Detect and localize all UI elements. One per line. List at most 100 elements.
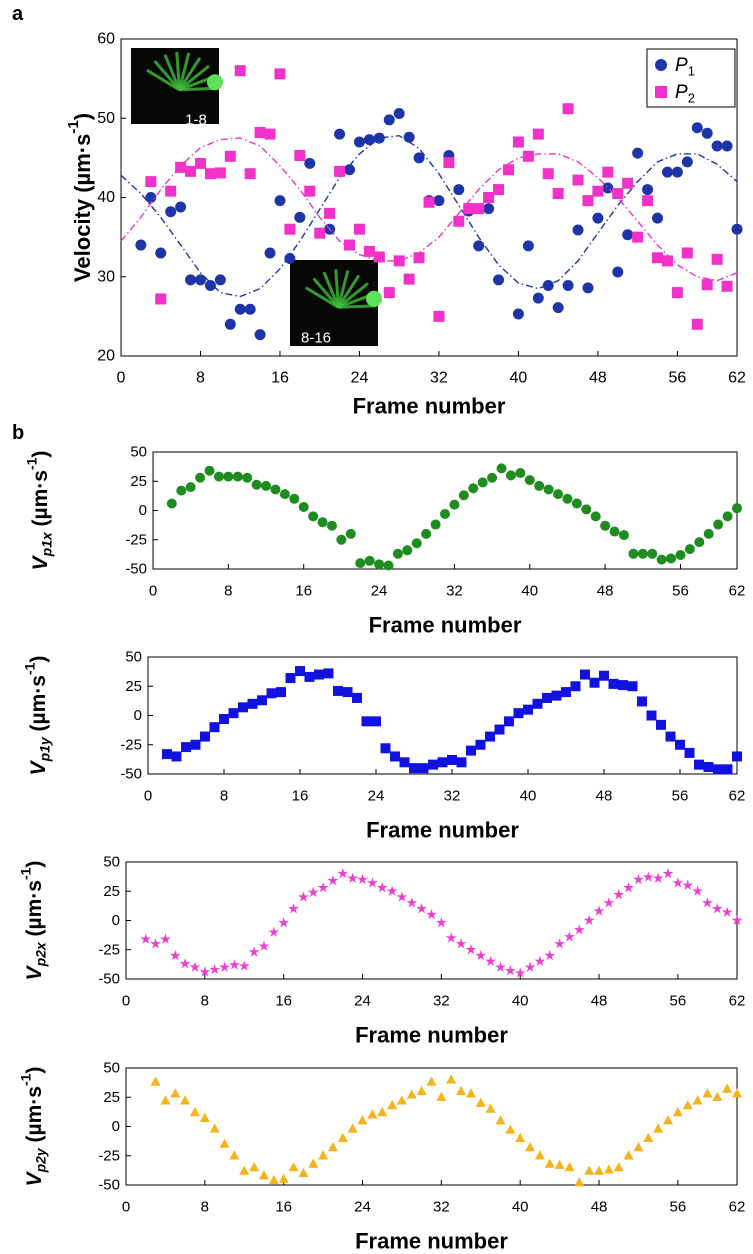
axes-frame — [125, 861, 738, 980]
point — [672, 1106, 683, 1117]
point — [244, 168, 256, 180]
point — [355, 558, 366, 569]
point — [308, 511, 319, 522]
point — [609, 526, 620, 537]
point — [288, 903, 299, 914]
point — [543, 484, 554, 495]
x-tick-label: 32 — [446, 583, 463, 600]
point — [684, 747, 695, 758]
label-part: p2x — [32, 941, 48, 967]
x-tick-label: 0 — [122, 993, 130, 1010]
point — [347, 1123, 358, 1133]
point — [336, 534, 347, 545]
label-part: V — [23, 1170, 46, 1186]
point — [562, 279, 574, 291]
point — [681, 247, 693, 259]
point — [357, 1115, 368, 1125]
y-tick-label: -25 — [120, 736, 142, 753]
point — [732, 503, 742, 514]
point — [242, 472, 253, 483]
point — [721, 906, 733, 917]
legend-label: P2 — [675, 82, 695, 106]
label-part: (µm·s — [29, 470, 52, 532]
point — [456, 1085, 467, 1096]
point — [574, 1177, 585, 1187]
point — [295, 666, 305, 677]
point — [542, 168, 554, 180]
point — [505, 470, 516, 481]
y-axis-title: Velocity (µm·s-1) — [65, 113, 95, 282]
inset-detail — [337, 282, 369, 309]
x-tick-label: 62 — [729, 993, 746, 1010]
point — [223, 471, 234, 482]
point — [298, 501, 309, 512]
point — [169, 949, 181, 961]
point — [647, 548, 658, 559]
point — [317, 881, 329, 893]
fit-curve — [120, 137, 738, 282]
label-part: ) — [29, 451, 52, 458]
point — [181, 742, 191, 753]
y-tick-label: 60 — [97, 31, 115, 48]
point — [436, 1091, 447, 1101]
point — [160, 1095, 171, 1105]
point — [662, 867, 674, 879]
y-tick-label: 25 — [125, 678, 142, 695]
x-tick-label: 40 — [512, 1199, 529, 1216]
label-part: ) — [70, 113, 95, 120]
label-part: P — [675, 55, 688, 76]
label-part: -1 — [22, 662, 38, 675]
point — [637, 696, 647, 707]
point — [374, 559, 385, 570]
x-tick-label: 40 — [510, 370, 528, 387]
point — [155, 247, 167, 259]
point — [204, 465, 215, 476]
point — [561, 687, 571, 698]
point — [228, 959, 240, 970]
point — [691, 318, 703, 330]
point — [276, 687, 286, 698]
point — [623, 881, 635, 893]
point — [416, 903, 428, 914]
point — [447, 754, 457, 765]
point — [475, 1097, 486, 1107]
point — [628, 548, 639, 559]
point — [180, 1095, 191, 1105]
label-part: p1x — [38, 531, 54, 557]
x-tick-label: 62 — [728, 370, 746, 387]
point — [383, 560, 394, 571]
point — [318, 1150, 329, 1160]
point — [458, 490, 469, 501]
x-tick-label: 40 — [512, 993, 529, 1010]
point — [430, 519, 441, 530]
point — [477, 477, 488, 488]
point — [703, 761, 714, 772]
point — [600, 520, 611, 531]
point — [314, 669, 324, 680]
x-tick-label: 48 — [596, 788, 613, 805]
legend-marker — [655, 86, 667, 98]
point — [513, 708, 524, 719]
y-tick-label: 0 — [139, 502, 147, 519]
point — [603, 897, 615, 908]
point — [294, 211, 306, 223]
point — [642, 871, 654, 882]
point — [642, 184, 654, 196]
point — [284, 253, 296, 265]
label-part: P — [675, 82, 688, 103]
inset-detail — [366, 290, 382, 307]
y-tick-label: -25 — [125, 531, 147, 548]
point — [383, 114, 395, 126]
panel-label: a — [12, 3, 24, 25]
point — [449, 499, 460, 510]
point — [428, 759, 438, 770]
inset-detail — [175, 51, 181, 90]
point — [176, 485, 187, 496]
label-part: (µm·s — [27, 675, 50, 737]
legend-label: P1 — [675, 55, 695, 79]
point — [266, 688, 277, 699]
point — [632, 231, 644, 243]
x-tick-label: 0 — [122, 1199, 130, 1216]
point — [608, 678, 619, 689]
point — [199, 1112, 210, 1123]
